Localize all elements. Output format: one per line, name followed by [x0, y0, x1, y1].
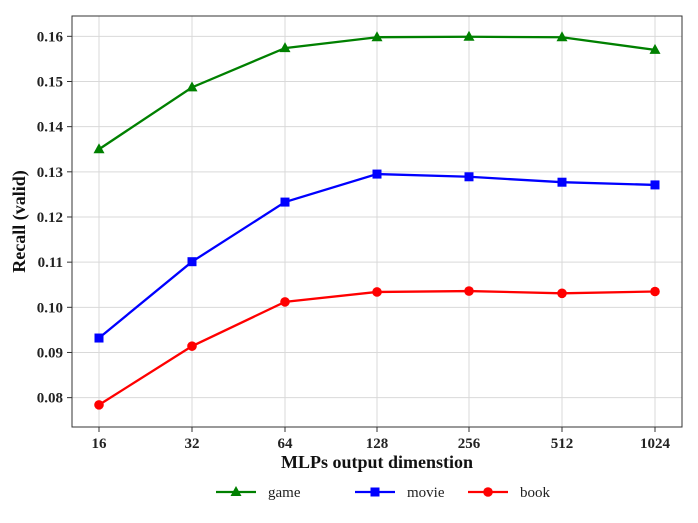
- data-point-book: [94, 400, 104, 410]
- series-game: [93, 30, 661, 154]
- data-point-game: [186, 81, 198, 92]
- y-tick-label: 0.16: [37, 29, 64, 45]
- legend-label: book: [520, 485, 551, 501]
- data-point-movie: [464, 172, 474, 182]
- data-point-movie: [187, 257, 197, 267]
- x-axis-ticks: 16 32 64 128 256 512 1024: [92, 427, 671, 452]
- y-tick-label: 0.15: [37, 74, 63, 90]
- legend: game movie book: [216, 485, 551, 501]
- data-point-game: [463, 30, 475, 41]
- legend-item-game: game: [216, 485, 301, 501]
- legend-item-movie: movie: [355, 485, 445, 501]
- y-tick-label: 0.10: [37, 300, 63, 316]
- y-tick-label: 0.08: [37, 391, 63, 407]
- x-tick-label: 512: [551, 436, 574, 452]
- data-point-movie: [372, 169, 382, 179]
- y-tick-label: 0.13: [37, 165, 63, 181]
- y-axis-ticks: 0.08 0.09 0.10 0.11 0.12 0.13 0.14 0.15 0.16: [37, 29, 72, 407]
- legend-label: game: [268, 485, 301, 501]
- data-point-game: [279, 42, 291, 53]
- legend-marker: [230, 486, 242, 496]
- data-point-book: [650, 286, 660, 297]
- x-axis-title: MLPs output dimenstion: [281, 452, 473, 472]
- legend-item-book: book: [468, 485, 551, 501]
- data-point-movie: [94, 333, 104, 343]
- x-tick-label: 1024: [640, 436, 671, 452]
- x-tick-label: 32: [185, 436, 200, 452]
- y-tick-label: 0.11: [38, 255, 63, 271]
- x-tick-label: 128: [366, 436, 389, 452]
- data-point-game: [649, 43, 661, 54]
- series-movie: [94, 169, 660, 343]
- legend-label: movie: [407, 485, 445, 501]
- data-point-movie: [650, 180, 660, 190]
- data-point-book: [557, 288, 567, 299]
- legend-marker: [370, 487, 380, 497]
- x-tick-label: 256: [458, 436, 481, 452]
- data-point-game: [556, 31, 568, 42]
- series-group: [93, 30, 661, 410]
- data-point-book: [187, 341, 197, 351]
- data-point-book: [280, 297, 290, 307]
- data-point-game: [93, 143, 105, 154]
- y-tick-label: 0.14: [37, 120, 64, 136]
- data-point-movie: [280, 197, 290, 207]
- y-tick-label: 0.12: [37, 210, 63, 226]
- legend-marker: [483, 487, 493, 497]
- data-point-movie: [557, 177, 567, 187]
- x-tick-label: 64: [278, 436, 294, 452]
- y-axis-title: Recall (valid): [9, 170, 30, 272]
- x-tick-label: 16: [92, 436, 108, 452]
- data-point-book: [464, 286, 474, 296]
- series-book: [94, 286, 660, 410]
- data-point-game: [371, 31, 383, 42]
- y-tick-label: 0.09: [37, 345, 63, 361]
- data-point-book: [372, 287, 382, 297]
